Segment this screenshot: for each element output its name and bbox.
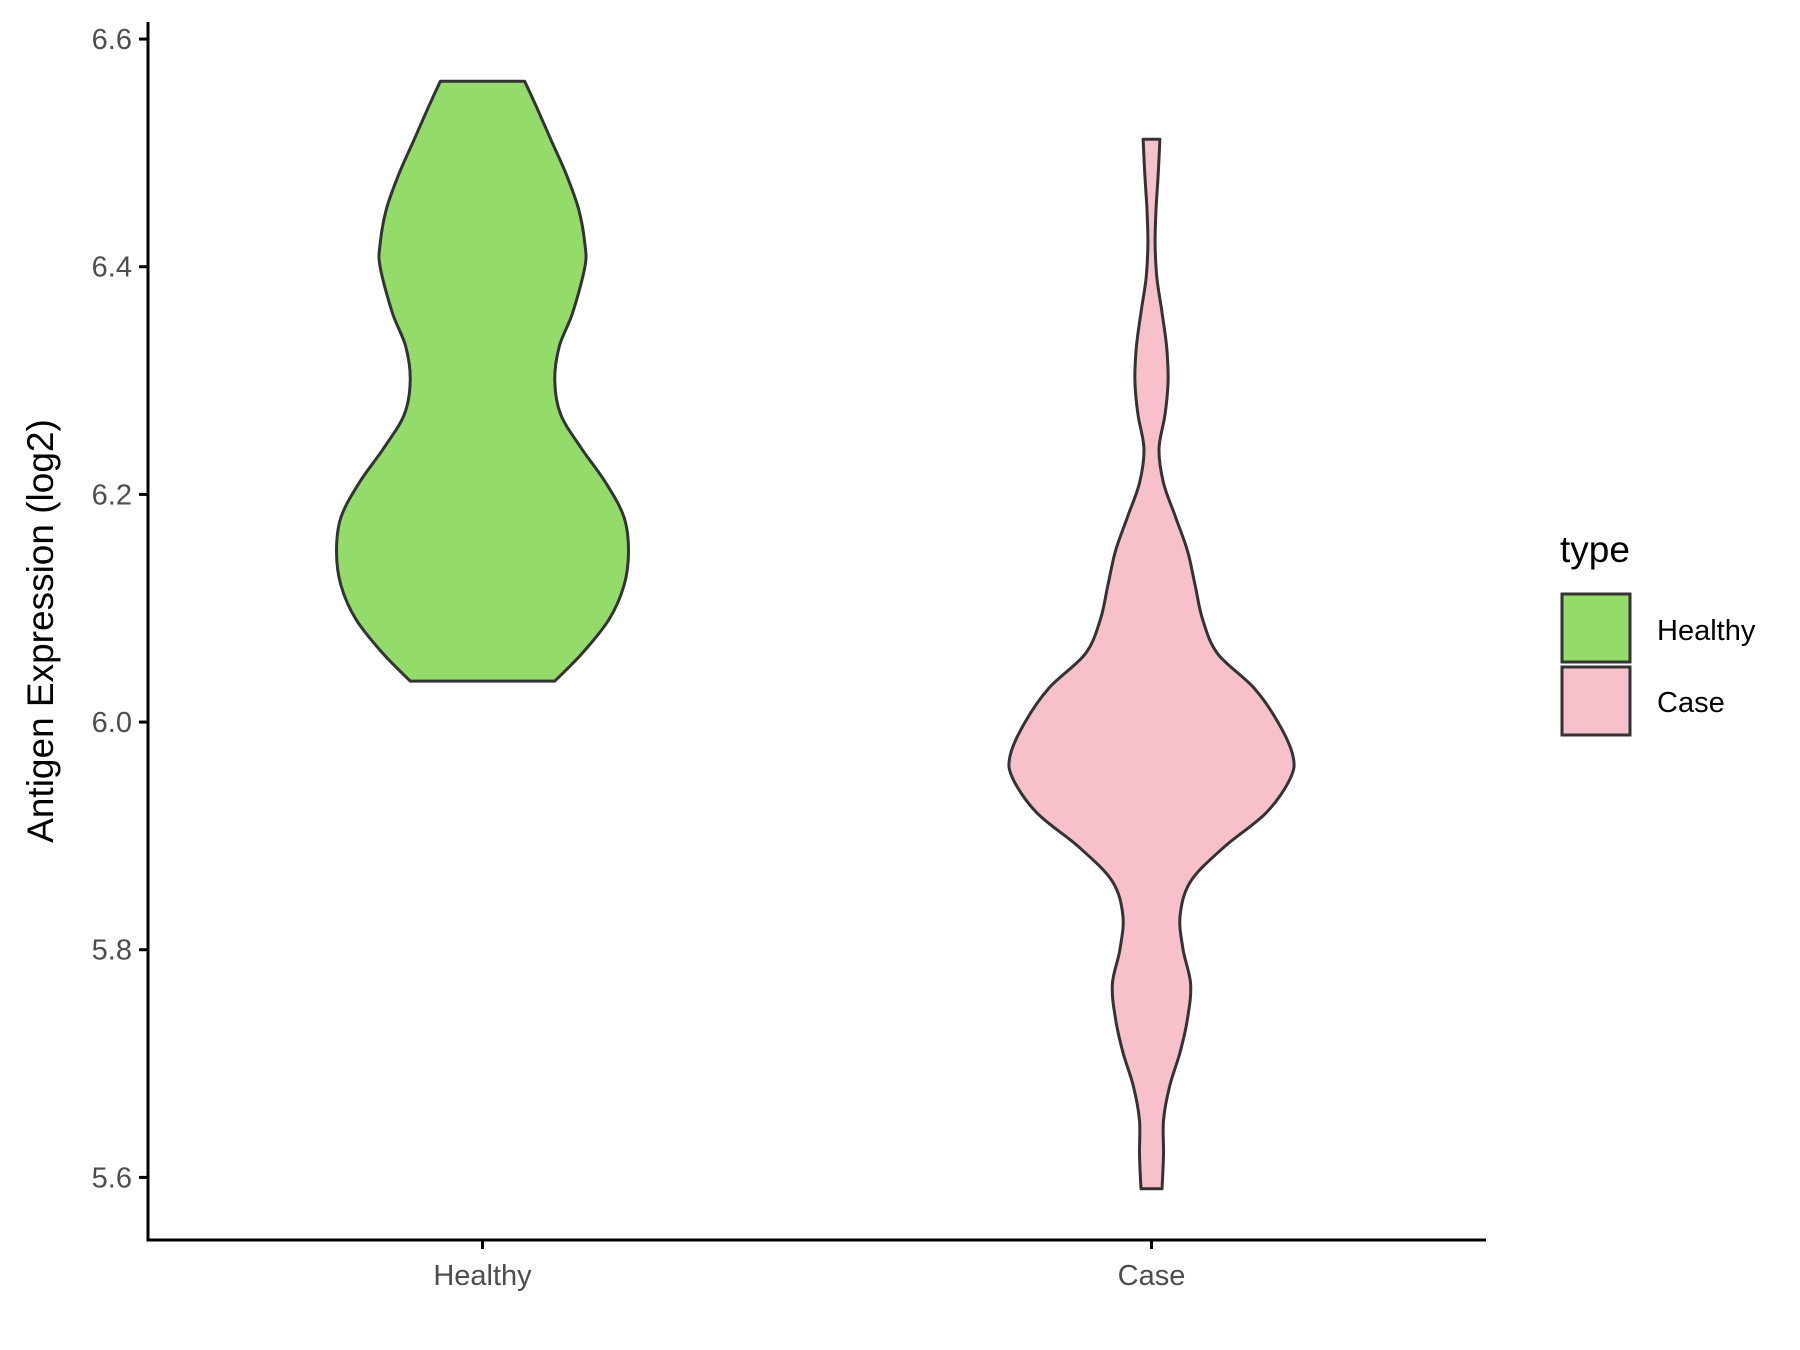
y-tick-label: 5.6 — [92, 1162, 132, 1194]
legend: type Healthy Case — [1560, 529, 1756, 737]
legend-key-healthy — [1560, 592, 1632, 664]
y-tick-label: 5.8 — [92, 935, 132, 967]
legend-key-case — [1560, 665, 1632, 737]
y-axis-title: Antigen Expression (log2) — [20, 419, 61, 843]
legend-title: type — [1560, 529, 1630, 570]
legend-label-case: Case — [1657, 687, 1725, 719]
x-axis-ticks: Healthy Case — [433, 1240, 1185, 1292]
violin-healthy — [335, 79, 630, 683]
y-tick-label: 6.4 — [92, 252, 132, 284]
y-tick-label: 6.2 — [92, 479, 132, 511]
x-tick-label-case: Case — [1118, 1260, 1186, 1292]
x-tick-label-healthy: Healthy — [433, 1260, 532, 1292]
violin-layer — [335, 79, 1296, 1191]
y-tick-label: 6.0 — [92, 707, 132, 739]
y-axis-ticks: 5.6 5.8 6.0 6.2 6.4 6.6 — [92, 24, 148, 1194]
violin-case — [1007, 137, 1296, 1191]
y-tick-label: 6.6 — [92, 24, 132, 56]
legend-label-healthy: Healthy — [1657, 615, 1756, 647]
